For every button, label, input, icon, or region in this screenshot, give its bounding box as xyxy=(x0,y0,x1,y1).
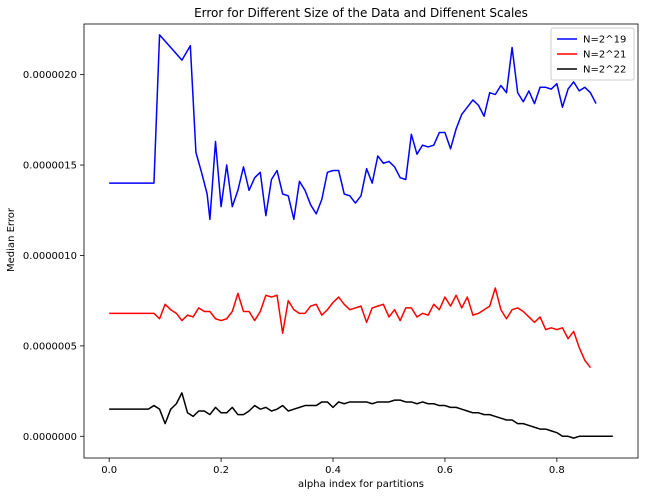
legend-label: N=2^21 xyxy=(583,50,626,61)
plot-area xyxy=(84,24,638,458)
legend-label: N=2^22 xyxy=(583,65,626,76)
x-tick-label: 0.2 xyxy=(213,465,229,476)
series-line-1 xyxy=(109,34,597,221)
y-tick-label: 0.0000010 xyxy=(23,251,77,262)
series-line-3 xyxy=(109,392,613,439)
x-axis-title: alpha index for partitions xyxy=(298,479,424,490)
plot-frame xyxy=(83,23,639,459)
chart-title: Error for Different Size of the Data and… xyxy=(194,6,528,20)
y-tick-label: 0.0000000 xyxy=(23,432,77,443)
series-layer xyxy=(109,34,613,439)
x-axis: 0.0 0.2 0.4 0.6 0.8 xyxy=(101,458,565,476)
y-tick-label: 0.0000015 xyxy=(23,161,77,172)
x-tick-label: 0.8 xyxy=(549,465,565,476)
legend: N=2^19 N=2^21 N=2^22 xyxy=(550,27,635,81)
x-tick-label: 0.4 xyxy=(325,465,341,476)
y-tick-label: 0.0000005 xyxy=(23,341,77,352)
series-line-2 xyxy=(109,287,592,369)
legend-label: N=2^19 xyxy=(583,35,626,46)
y-axis: 0.0000000 0.0000005 0.0000010 0.0000015 0.00… xyxy=(23,70,84,443)
y-tick-label: 0.0000020 xyxy=(23,70,77,81)
legend-box xyxy=(550,27,635,81)
y-axis-title: Median Error xyxy=(6,207,17,272)
x-tick-label: 0.0 xyxy=(101,465,117,476)
x-tick-label: 0.6 xyxy=(437,465,453,476)
